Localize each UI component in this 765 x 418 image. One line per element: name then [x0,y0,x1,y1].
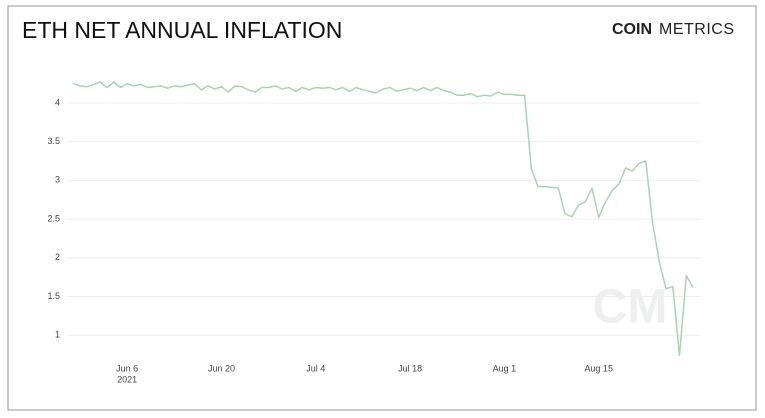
y-tick-label: 4 [55,97,60,107]
x-tick-label: Jun 6 [116,363,138,373]
x-tick-label: Jun 20 [208,363,235,373]
x-tick-sublabel: 2021 [117,374,137,384]
x-tick-label: Jul 18 [398,363,422,373]
brand-light: METRICS [659,21,735,38]
x-tick-label: Jul 4 [306,363,325,373]
line-series [73,81,694,357]
x-tick-label: Aug 1 [493,363,517,373]
watermark: CM [593,281,668,334]
y-tick-label: 2 [55,252,60,262]
y-tick-label: 1.5 [47,291,60,301]
chart-title: ETH NET ANNUAL INFLATION [22,17,342,43]
y-tick-label: 3.5 [47,136,60,146]
y-tick-label: 1 [55,330,60,340]
y-tick-label: 3 [55,175,60,185]
brand-bold: COIN [612,21,652,38]
x-tick-label: Aug 15 [584,363,613,373]
frame [7,5,757,411]
y-tick-label: 2.5 [47,213,60,223]
